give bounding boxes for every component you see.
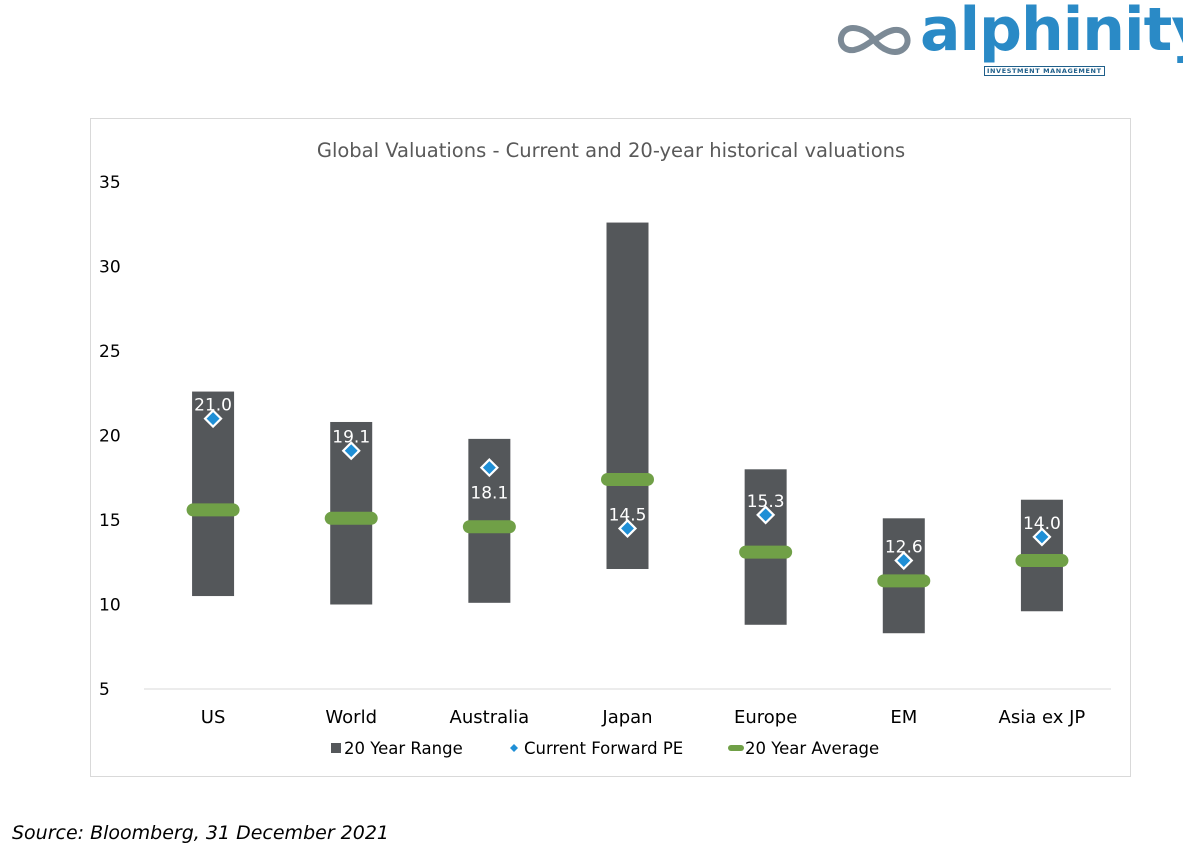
data-label: 19.1 [332, 428, 370, 448]
legend-label-range: 20 Year Range [344, 739, 463, 758]
legend-label-average: 20 Year Average [745, 739, 879, 758]
y-tick-label: 15 [99, 511, 121, 531]
current-pe-marker [479, 458, 499, 478]
alphinity-logo: alphinity INVESTMENT MANAGEMENT [834, 0, 1183, 78]
x-tick-label: EM [890, 707, 917, 728]
infinity-logo-icon [837, 25, 911, 55]
data-label: 15.3 [747, 492, 785, 512]
current-pe-marker [203, 409, 223, 429]
current-pe-marker [1032, 527, 1052, 547]
data-label: 21.0 [194, 396, 232, 416]
data-label: 14.0 [1023, 514, 1061, 534]
current-pe-marker [341, 441, 361, 461]
data-label: 14.5 [609, 505, 647, 525]
x-tick-label: Japan [601, 707, 652, 728]
x-tick-label: Europe [734, 707, 797, 728]
y-tick-label: 20 [99, 427, 121, 447]
current-pe-marker [617, 518, 638, 539]
x-tick-label: World [325, 707, 377, 728]
data-label: 18.1 [470, 484, 508, 504]
current-pe-marker [756, 505, 776, 525]
y-tick-label: 30 [99, 258, 121, 278]
chart-title: Global Valuations - Current and 20-year … [317, 139, 905, 162]
y-tick-label: 5 [99, 680, 110, 700]
x-tick-label: Asia ex JP [999, 707, 1086, 728]
legend-swatch-current-pe [510, 744, 518, 752]
y-tick-label: 10 [99, 596, 121, 616]
range-bar [606, 222, 649, 570]
y-tick-label: 25 [99, 342, 121, 362]
logo-tagline: INVESTMENT MANAGEMENT [984, 66, 1105, 76]
legend-label-current-pe: Current Forward PE [524, 739, 683, 758]
x-tick-label: Australia [450, 707, 530, 728]
valuations-chart: Global Valuations - Current and 20-year … [99, 139, 1111, 758]
y-tick-label: 35 [99, 173, 121, 193]
source-note: Source: Bloomberg, 31 December 2021 [12, 822, 390, 844]
data-label: 12.6 [885, 538, 923, 558]
chart-frame: Global Valuations - Current and 20-year … [90, 118, 1131, 777]
x-tick-label: US [201, 707, 226, 728]
logo-wordmark: alphinity [920, 0, 1183, 65]
legend-swatch-range [331, 743, 341, 753]
current-pe-marker [894, 551, 914, 571]
